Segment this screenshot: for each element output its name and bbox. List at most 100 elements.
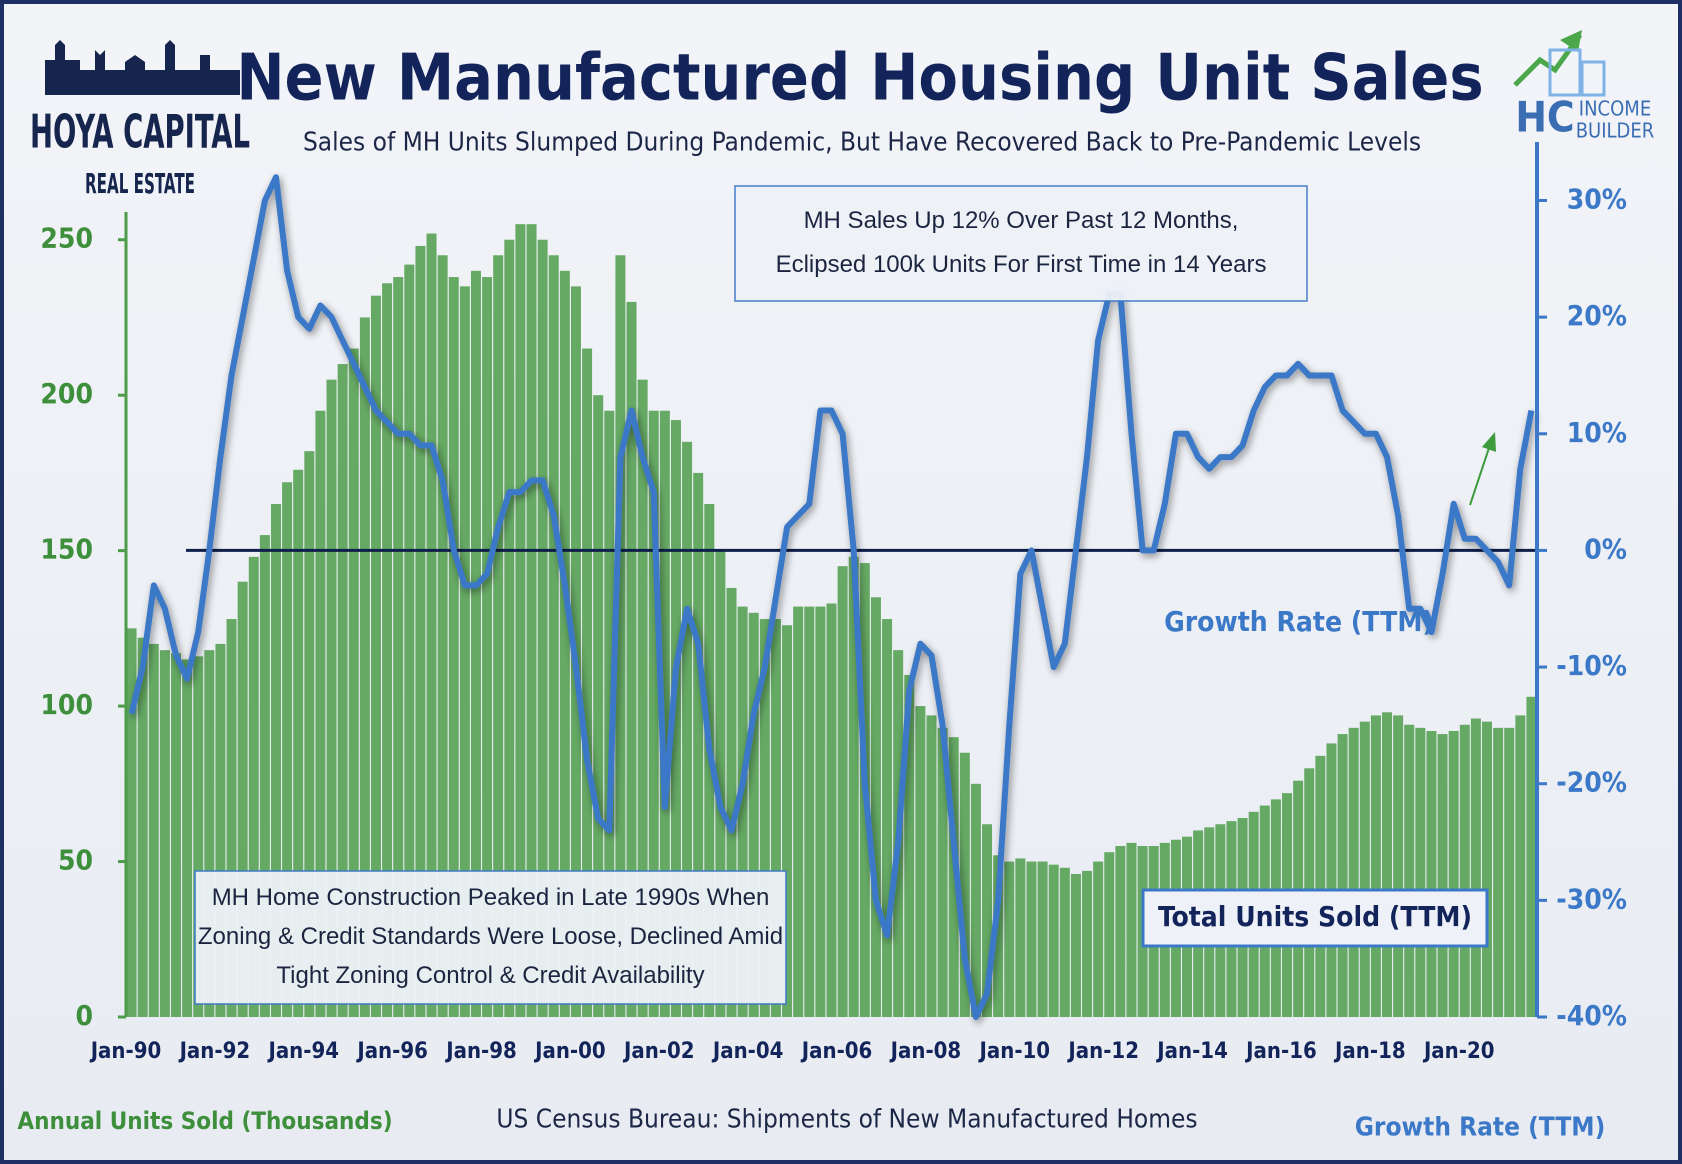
bar (293, 469, 304, 1017)
bar (226, 619, 237, 1017)
bar (1037, 861, 1048, 1017)
bar (1493, 727, 1504, 1017)
bar (137, 637, 148, 1017)
bar (448, 277, 459, 1017)
bar (193, 656, 204, 1017)
bar (1348, 727, 1359, 1017)
x-tick-label: Jan-10 (978, 1039, 1051, 1064)
annotation-box (194, 870, 787, 1005)
bar (637, 379, 648, 1017)
bar (204, 650, 215, 1017)
x-tick-label: Jan-08 (889, 1039, 962, 1064)
bar (1482, 721, 1493, 1017)
bar (548, 255, 559, 1018)
bar (1370, 715, 1381, 1017)
y-tick-label: 0 (75, 999, 93, 1032)
bar (604, 410, 615, 1017)
x-tick-label: Jan-98 (444, 1039, 517, 1064)
y2-tick-label: 20% (1567, 299, 1627, 332)
bar (537, 239, 548, 1017)
annotation-box (734, 185, 1308, 302)
bar (1415, 727, 1426, 1017)
x-tick-label: Jan-90 (89, 1039, 162, 1064)
arrow-head (1482, 432, 1496, 452)
bar (726, 587, 737, 1017)
bar (926, 715, 937, 1017)
line-label: Growth Rate (TTM) (1164, 605, 1434, 638)
bar (337, 364, 348, 1017)
bar (659, 410, 670, 1017)
growth-line (128, 174, 1535, 1020)
bar (126, 628, 137, 1017)
bar (1359, 721, 1370, 1017)
x-tick-label: Jan-06 (800, 1039, 873, 1064)
y-tick-label: 150 (40, 533, 93, 566)
bar (615, 255, 626, 1018)
bar (982, 824, 993, 1017)
bar (159, 650, 170, 1017)
bar (959, 752, 970, 1017)
bar (915, 706, 926, 1017)
logo-text: REAL ESTATE (85, 167, 195, 200)
x-tick-label: Jan-18 (1333, 1039, 1406, 1064)
bar (1059, 867, 1070, 1017)
bar (826, 603, 837, 1017)
bar (1448, 730, 1459, 1017)
y-tick-label: 250 (40, 222, 93, 255)
bar (670, 420, 681, 1017)
bar (782, 625, 793, 1017)
bar (415, 245, 426, 1018)
bar (348, 348, 359, 1018)
bar (626, 301, 637, 1018)
y2-tick-label: -10% (1556, 649, 1627, 682)
bar (359, 317, 370, 1017)
y2-tick-label: -20% (1556, 766, 1627, 799)
bar (1459, 724, 1470, 1017)
x-tick-label: Jan-04 (711, 1039, 784, 1064)
bar (1082, 870, 1093, 1017)
bar (1504, 727, 1515, 1017)
y-tick-label: 50 (58, 844, 93, 877)
logo-right: HC INCOME BUILDER (1513, 30, 1654, 143)
logo-left: HOYA CAPITAL REAL ESTATE (30, 40, 250, 200)
bar (804, 606, 815, 1017)
bar (1070, 873, 1081, 1017)
bar (370, 295, 381, 1017)
y-tick-label: 100 (40, 688, 93, 721)
x-tick-label: Jan-20 (1422, 1039, 1495, 1064)
bar (482, 277, 493, 1017)
bar (182, 659, 193, 1017)
chart-title: New Manufactured Housing Unit Sales (236, 42, 1483, 116)
bar (948, 737, 959, 1017)
bar (493, 255, 504, 1018)
bar (559, 270, 570, 1017)
bar (304, 451, 315, 1017)
bar (1315, 755, 1326, 1017)
bar (1093, 861, 1104, 1017)
legend-box (1141, 888, 1489, 948)
chart-subtitle: Sales of MH Units Slumped During Pandemi… (303, 128, 1421, 158)
y-tick-label: 200 (40, 377, 93, 410)
annotation-text: Eclipsed 100k Units For First Time in 14… (776, 251, 1267, 278)
bar (1393, 715, 1404, 1017)
bar (326, 379, 337, 1017)
bar (1437, 734, 1448, 1017)
logo-text: INCOME (1579, 97, 1651, 121)
bar (937, 727, 948, 1017)
bar (1526, 696, 1537, 1017)
annotation-text: MH Sales Up 12% Over Past 12 Months, (804, 207, 1239, 234)
y2-tick-label: 10% (1567, 416, 1627, 449)
bar (270, 504, 281, 1017)
bar (870, 597, 881, 1017)
y2-tick-label: -30% (1556, 882, 1627, 915)
x-tick-label: Jan-02 (622, 1039, 695, 1064)
bar (437, 255, 448, 1018)
x-tick-label: Jan-92 (178, 1039, 251, 1064)
bar (715, 550, 726, 1017)
bar (1004, 861, 1015, 1017)
bar (1515, 715, 1526, 1017)
bar (815, 606, 826, 1017)
arrow (1469, 444, 1491, 506)
bar (170, 653, 181, 1017)
